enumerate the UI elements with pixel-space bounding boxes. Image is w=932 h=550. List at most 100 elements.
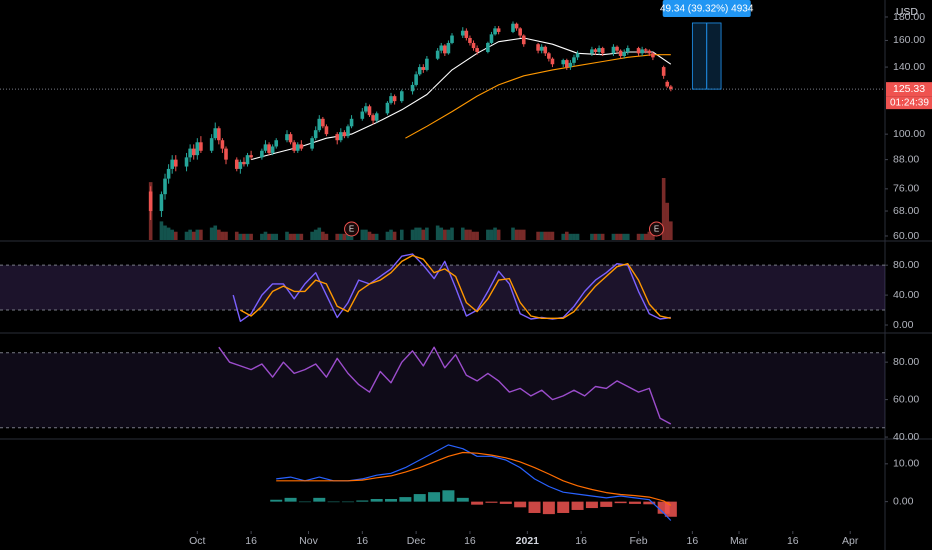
- candle-body: [220, 140, 225, 149]
- volume-bar: [295, 233, 300, 240]
- volume-bar: [421, 229, 426, 240]
- volume-bar: [565, 231, 569, 240]
- candle-body: [511, 23, 515, 32]
- x-tick-label: Apr: [842, 535, 859, 547]
- candle-body: [267, 144, 271, 153]
- candle-body: [367, 106, 372, 116]
- histogram-bar: [542, 501, 555, 515]
- candle-body: [224, 148, 228, 160]
- volume-bar: [435, 225, 440, 240]
- histogram-bar: [664, 501, 677, 517]
- histogram-bar: [557, 501, 570, 513]
- currency-label: USD: [896, 6, 919, 18]
- countdown-label: 01:24:39: [890, 97, 929, 108]
- histogram-bar: [471, 501, 484, 505]
- candle-body: [245, 155, 250, 165]
- volume-bar: [597, 233, 601, 240]
- volume-bar: [267, 233, 271, 240]
- x-tick-label: 2021: [516, 535, 540, 547]
- measure-label: 49.34 (39.32%) 4934: [660, 4, 754, 15]
- volume-bar: [489, 229, 494, 240]
- volume-bar: [496, 229, 501, 240]
- volume-bar: [543, 231, 548, 240]
- candle-body: [425, 58, 429, 70]
- volume-bar: [170, 229, 174, 240]
- histogram-bar: [385, 498, 398, 502]
- candle-body: [346, 126, 350, 137]
- candle-body: [543, 46, 548, 54]
- histogram-bar: [428, 492, 441, 502]
- candle-body: [249, 155, 253, 158]
- candle-body: [611, 46, 616, 54]
- x-tick-label: 16: [356, 535, 368, 547]
- candle-body: [260, 150, 264, 158]
- candle-body: [374, 113, 379, 121]
- candle-body: [417, 67, 422, 75]
- volume-bar: [514, 229, 519, 240]
- x-tick-label: 16: [575, 535, 587, 547]
- histogram-bar: [643, 501, 656, 505]
- candle-body: [636, 48, 641, 54]
- histogram-bar: [327, 501, 340, 503]
- candle-body: [292, 142, 296, 151]
- candle-body: [536, 44, 540, 51]
- volume-bar: [471, 231, 476, 240]
- candle-body: [335, 134, 340, 141]
- currency-bg: [886, 5, 932, 18]
- histogram-bar: [270, 499, 283, 502]
- candle-body: [170, 159, 174, 169]
- volume-bar: [245, 233, 250, 240]
- price-tag: [886, 82, 932, 97]
- candle-body: [568, 62, 573, 68]
- histogram-bar: [614, 501, 627, 504]
- y-tick-label: 76.00: [893, 183, 919, 195]
- x-tick-label: 16: [687, 535, 699, 547]
- volume-bar: [217, 229, 221, 240]
- volume-bar: [443, 229, 447, 240]
- volume-bar: [643, 233, 648, 240]
- candle-body: [389, 96, 393, 103]
- x-tick-label: 16: [245, 535, 257, 547]
- volume-bar: [288, 233, 293, 240]
- candle-body: [622, 51, 626, 56]
- candle-body: [238, 161, 243, 169]
- candle-body: [414, 74, 418, 85]
- candle-body: [643, 49, 648, 51]
- volume-bar: [299, 233, 304, 240]
- x-tick-label: Mar: [730, 535, 749, 547]
- candle-body: [217, 128, 221, 141]
- candle-body: [647, 50, 652, 54]
- volume-bar: [260, 233, 264, 240]
- candle-body: [547, 53, 551, 59]
- volume-bar: [313, 229, 318, 240]
- histogram-bar: [571, 501, 584, 510]
- volume-bar: [575, 233, 580, 240]
- volume-bar: [249, 233, 253, 240]
- x-tick-label: Oct: [189, 535, 205, 547]
- histogram-bar: [528, 501, 541, 513]
- candle-body: [565, 60, 569, 68]
- volume-bar: [625, 233, 630, 240]
- volume-bar: [285, 231, 289, 240]
- histogram-bar: [456, 497, 469, 502]
- volume-bar: [460, 227, 465, 240]
- volume-bar: [518, 229, 522, 240]
- candle-body: [349, 118, 354, 127]
- histogram-bar: [341, 501, 354, 503]
- candle-body: [410, 84, 415, 92]
- candle-body: [242, 161, 246, 165]
- candle-body: [342, 132, 347, 137]
- candle-body: [590, 49, 594, 54]
- candle-body: [651, 53, 655, 58]
- volume-bar: [446, 229, 451, 240]
- candle-body: [199, 142, 203, 151]
- candle-body: [274, 140, 279, 147]
- histogram-bar: [413, 494, 426, 502]
- candle-body: [421, 67, 426, 70]
- volume-bar: [234, 231, 239, 240]
- earnings-label: E: [654, 225, 659, 234]
- volume-bar: [572, 233, 576, 240]
- candle-body: [317, 118, 322, 131]
